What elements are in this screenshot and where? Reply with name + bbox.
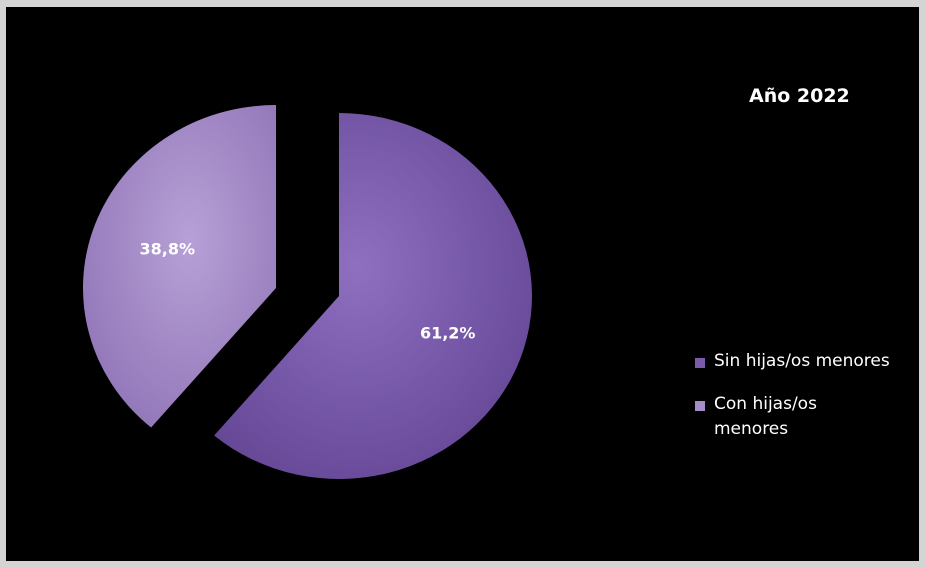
pie-slice-con-hijas xyxy=(83,105,276,428)
legend-item-sin-hijas: Sin hijas/os menores xyxy=(691,349,891,374)
pie-slice-sin-hijas xyxy=(214,113,532,479)
pie-chart: 61,2% 38,8% xyxy=(83,105,532,479)
data-label-con-hijas: 38,8% xyxy=(140,240,196,259)
legend-swatch-sin-hijas xyxy=(695,358,705,368)
legend-label-sin-hijas: Sin hijas/os menores xyxy=(714,351,890,371)
chart-title: Año 2022 xyxy=(749,85,850,107)
legend-swatch-con-hijas xyxy=(695,401,705,411)
legend-label-con-hijas: Con hijas/os menores xyxy=(714,394,817,439)
data-label-sin-hijas: 61,2% xyxy=(420,323,476,342)
legend: Sin hijas/os menores Con hijas/os menore… xyxy=(691,349,891,460)
legend-item-con-hijas: Con hijas/os menores xyxy=(691,392,891,442)
chart-area: 61,2% 38,8% Año 2022 Sin hijas/os menores… xyxy=(6,7,919,561)
